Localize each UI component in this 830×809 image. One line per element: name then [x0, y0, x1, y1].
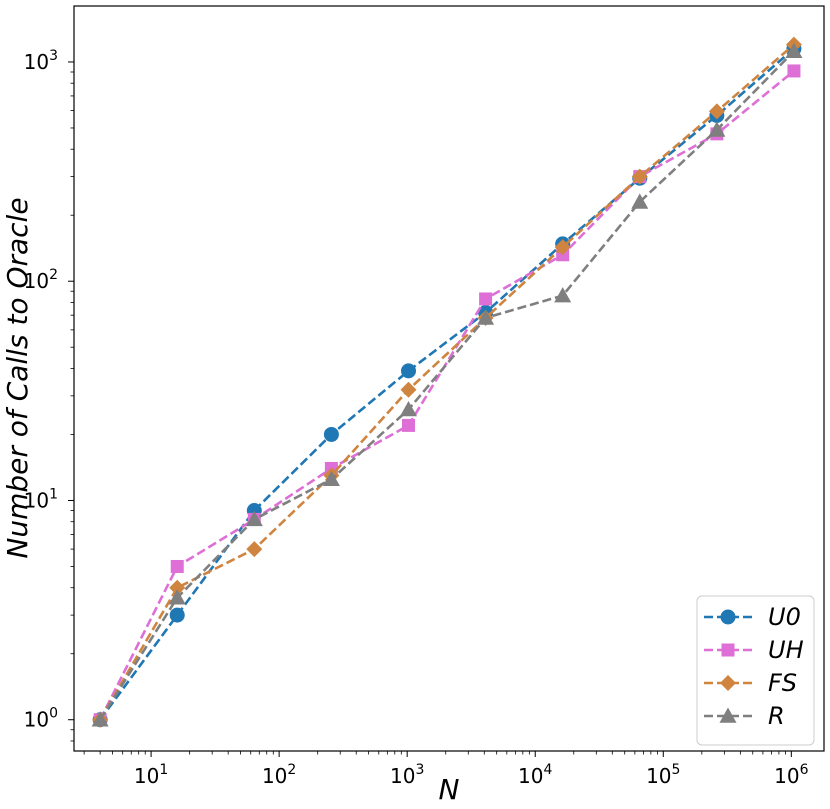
legend-marker-fs	[720, 675, 736, 691]
data-point-fs	[246, 541, 263, 558]
data-point-r	[477, 309, 495, 325]
data-point-r	[322, 470, 340, 487]
x-tick-label-exponent: 6	[800, 762, 809, 778]
y-tick-label-exponent: 2	[49, 267, 58, 283]
data-point-r	[785, 42, 803, 58]
legend-box	[696, 595, 815, 746]
series-line-r	[99, 50, 795, 721]
x-tick-label-exponent: 5	[672, 762, 681, 778]
legend-label-r: R	[768, 702, 785, 730]
data-point-uh	[787, 64, 801, 78]
y-tick-label: 101	[24, 486, 58, 512]
legend-label-fs: FS	[768, 669, 797, 697]
x-tick-label: 101	[134, 762, 168, 788]
x-tick-label-exponent: 4	[543, 762, 552, 778]
legend-marker-uh	[721, 643, 735, 657]
legend: U0 UH FS R	[696, 595, 815, 746]
x-tick-label-exponent: 1	[159, 762, 168, 778]
legend-marker-u0	[720, 609, 736, 625]
data-point-r	[399, 400, 417, 417]
data-point-r	[245, 510, 263, 527]
y-tick-label-base: 10	[24, 488, 49, 512]
legend-label-uh: UH	[768, 636, 804, 664]
x-tick-label: 102	[262, 762, 296, 788]
x-tick-label-base: 10	[262, 764, 287, 788]
series-fs	[92, 36, 802, 728]
y-tick-label-base: 10	[24, 50, 49, 74]
data-point-r	[554, 287, 572, 303]
legend-item-fs: FS	[704, 669, 797, 697]
data-point-r	[631, 193, 649, 209]
legend-item-u0: U0	[704, 603, 801, 631]
data-point-fs	[400, 381, 417, 398]
data-point-u0	[169, 607, 185, 623]
data-point-r	[91, 711, 109, 727]
x-tick-label-base: 10	[518, 764, 543, 788]
series-u0	[92, 41, 802, 728]
y-tick-label-exponent: 3	[49, 48, 58, 64]
x-tick-label-exponent: 2	[287, 762, 296, 778]
x-tick-label-exponent: 3	[415, 762, 424, 778]
legend-marker-r	[719, 707, 737, 723]
x-tick-label: 104	[518, 762, 552, 788]
data-point-fs	[169, 579, 186, 596]
legend-label-u0: U0	[768, 603, 801, 631]
x-tick-label-base: 10	[390, 764, 415, 788]
y-tick-label: 100	[24, 706, 58, 732]
x-tick-label: 105	[646, 762, 680, 788]
x-tick-label-base: 10	[134, 764, 159, 788]
plot-frame	[73, 5, 825, 752]
series-line-uh	[98, 69, 795, 721]
data-point-u0	[400, 363, 416, 379]
y-tick-label-base: 10	[24, 708, 49, 732]
series-r	[91, 42, 803, 727]
series-line-fs	[99, 43, 795, 721]
x-tick-label: 106	[774, 762, 808, 788]
y-tick-label-base: 10	[24, 269, 49, 293]
data-point-r	[168, 589, 186, 605]
data-point-fs	[554, 239, 571, 256]
legend-item-r: R	[704, 702, 785, 730]
data-point-r	[708, 121, 726, 137]
y-axis-title: Number of Calls to Oracle	[1, 197, 34, 558]
y-tick-label: 102	[24, 267, 58, 293]
series-layer	[91, 36, 803, 728]
y-tick-label-exponent: 0	[49, 706, 58, 722]
data-point-uh	[479, 292, 493, 306]
y-tick-label-exponent: 1	[49, 486, 58, 502]
x-tick-label-base: 10	[646, 764, 671, 788]
x-axis-title: N	[439, 773, 460, 806]
x-tick-label: 103	[390, 762, 424, 788]
series-uh	[93, 64, 801, 727]
data-point-u0	[323, 426, 339, 442]
data-point-uh	[401, 418, 415, 432]
data-point-uh	[170, 559, 184, 573]
data-point-fs	[631, 168, 648, 185]
x-tick-label-base: 10	[774, 764, 799, 788]
data-point-fs	[708, 103, 725, 120]
y-tick-label: 103	[24, 48, 58, 74]
legend-item-uh: UH	[704, 636, 804, 664]
x-axis-ticks: 101 102 103 104 105 106	[83, 751, 809, 788]
